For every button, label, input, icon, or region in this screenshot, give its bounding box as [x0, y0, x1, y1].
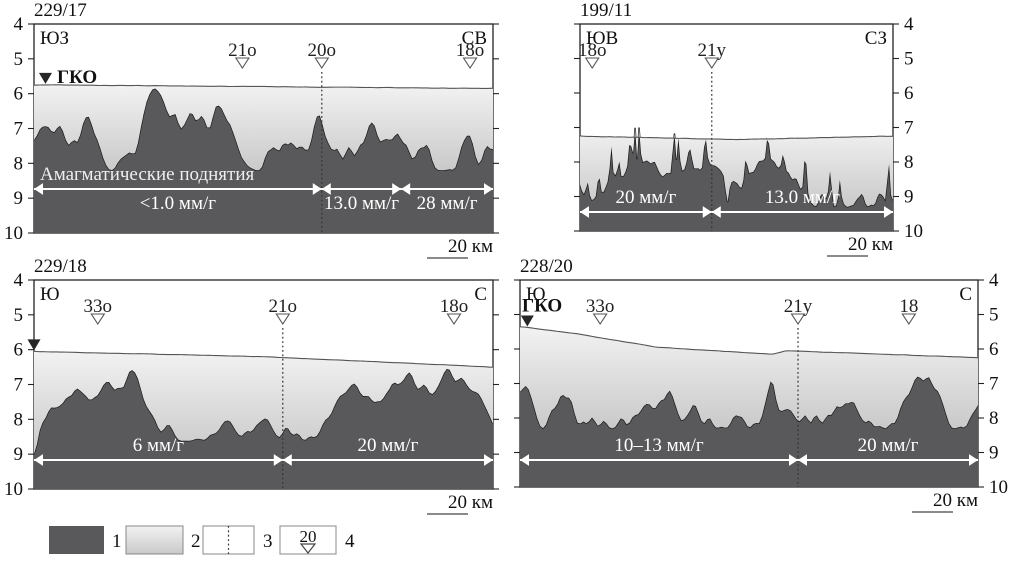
- svg-text:ГКО: ГКО: [522, 296, 562, 317]
- svg-text:28 мм/г: 28 мм/г: [417, 193, 478, 214]
- svg-text:10: 10: [4, 479, 23, 500]
- svg-text:10–13 мм/г: 10–13 мм/г: [614, 435, 704, 456]
- svg-text:8: 8: [989, 408, 999, 429]
- svg-text:7: 7: [14, 119, 24, 140]
- svg-text:20 мм/г: 20 мм/г: [357, 435, 418, 456]
- svg-text:7: 7: [14, 375, 24, 396]
- svg-text:20 км: 20 км: [448, 492, 493, 513]
- svg-text:8: 8: [14, 153, 24, 174]
- svg-text:229/17: 229/17: [34, 0, 87, 21]
- svg-text:20 км: 20 км: [933, 490, 978, 511]
- svg-text:6: 6: [14, 84, 24, 105]
- svg-text:199/11: 199/11: [580, 0, 632, 21]
- svg-text:13.0 мм/г: 13.0 мм/г: [324, 193, 399, 214]
- svg-text:6: 6: [14, 340, 24, 361]
- svg-text:2: 2: [191, 531, 201, 552]
- svg-text:6: 6: [904, 83, 914, 104]
- svg-text:4: 4: [14, 14, 24, 35]
- svg-text:20 км: 20 км: [848, 234, 893, 255]
- svg-text:9: 9: [14, 188, 24, 209]
- svg-text:5: 5: [14, 49, 24, 70]
- svg-text:6 мм/г: 6 мм/г: [133, 435, 185, 456]
- svg-text:13.0 мм/г: 13.0 мм/г: [765, 187, 840, 208]
- svg-text:5: 5: [904, 49, 914, 70]
- svg-text:20 км: 20 км: [448, 236, 493, 257]
- svg-text:4: 4: [345, 531, 355, 552]
- svg-text:1: 1: [112, 531, 122, 552]
- svg-text:9: 9: [904, 187, 914, 208]
- svg-text:10: 10: [4, 223, 23, 244]
- svg-text:СЗ: СЗ: [865, 28, 887, 49]
- svg-text:С: С: [959, 284, 972, 305]
- svg-text:6: 6: [989, 339, 999, 360]
- svg-text:С: С: [474, 284, 487, 305]
- svg-text:228/20: 228/20: [520, 256, 573, 277]
- svg-text:3: 3: [263, 531, 273, 552]
- svg-text:10: 10: [989, 477, 1008, 498]
- svg-text:Ю: Ю: [40, 284, 60, 305]
- svg-text:ЮЗ: ЮЗ: [40, 28, 69, 49]
- svg-text:5: 5: [989, 305, 999, 326]
- svg-text:229/18: 229/18: [34, 256, 87, 277]
- svg-text:9: 9: [14, 444, 24, 465]
- svg-text:Амагматические поднятия: Амагматические поднятия: [40, 164, 255, 185]
- svg-text:7: 7: [989, 374, 999, 395]
- svg-text:9: 9: [989, 443, 999, 464]
- svg-text:4: 4: [14, 270, 24, 291]
- svg-text:<1.0 мм/г: <1.0 мм/г: [140, 193, 217, 214]
- svg-text:20 мм/г: 20 мм/г: [858, 435, 919, 456]
- svg-text:4: 4: [989, 270, 999, 291]
- svg-text:8: 8: [14, 409, 24, 430]
- svg-text:ГКО: ГКО: [57, 67, 97, 88]
- svg-text:7: 7: [904, 118, 914, 139]
- svg-text:5: 5: [14, 305, 24, 326]
- svg-text:10: 10: [904, 221, 923, 242]
- svg-text:20: 20: [300, 527, 317, 546]
- svg-text:8: 8: [904, 152, 914, 173]
- svg-text:4: 4: [904, 14, 914, 35]
- svg-text:20 мм/г: 20 мм/г: [615, 187, 676, 208]
